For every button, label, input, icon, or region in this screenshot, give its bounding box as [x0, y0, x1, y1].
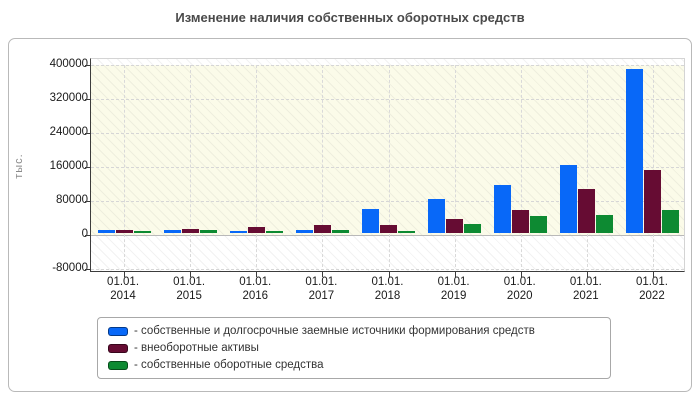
x-tick-label: 01.01. 2018 [371, 276, 404, 302]
y-axis-tick [85, 269, 91, 270]
gridline-vertical [586, 65, 588, 267]
bar-group-2014 [97, 230, 151, 233]
x-tick-label: 01.01. 2019 [437, 276, 470, 302]
x-axis-tick [190, 272, 192, 277]
gridline-vertical [190, 65, 192, 267]
bar-2018 [380, 225, 397, 233]
bar-2015 [163, 230, 181, 233]
gridline-vertical [256, 65, 258, 267]
x-axis-tick [520, 272, 522, 277]
bar-2019 [428, 199, 446, 233]
y-tick-label: -80000 [52, 262, 88, 274]
bar-2020 [530, 216, 548, 233]
legend: - собственные и долгосрочные заемные ист… [97, 317, 611, 379]
bar-group-2016 [229, 227, 283, 233]
x-axis-tick [322, 272, 324, 277]
bar-2017 [295, 230, 313, 233]
bar-2021 [596, 215, 614, 233]
x-tick-label: 01.01. 2016 [239, 276, 272, 302]
bar-group-2018 [362, 209, 415, 233]
x-axis-tick [124, 272, 126, 277]
x-tick-label: 01.01. 2014 [107, 276, 140, 302]
y-axis-tick [85, 65, 91, 66]
gridline-horizontal [91, 269, 684, 270]
zero-line [91, 235, 684, 236]
legend-swatch-green [108, 360, 128, 370]
gridline-horizontal [91, 167, 684, 168]
bar-group-2020 [494, 185, 548, 233]
gridline-horizontal [91, 99, 684, 100]
gridline-vertical [322, 65, 324, 267]
y-tick-label: 320000 [49, 92, 88, 104]
y-axis-tick [85, 99, 91, 100]
y-tick-label: 0 [81, 228, 88, 240]
bar-2018 [398, 231, 415, 233]
bar-2020 [512, 210, 530, 233]
x-tick-label: 01.01. 2022 [635, 276, 668, 302]
bar-2020 [494, 185, 512, 233]
gridline-vertical [454, 65, 456, 267]
legend-label: - внеоборотные активы [134, 342, 259, 354]
bar-2016 [265, 231, 283, 233]
y-tick-label: 240000 [49, 126, 88, 138]
plot-area [85, 58, 685, 277]
y-tick-label: 400000 [49, 58, 88, 70]
bar-group-2019 [428, 199, 482, 233]
bar-2021 [578, 189, 596, 233]
gridline-vertical [124, 65, 126, 267]
bar-2014 [97, 230, 115, 233]
x-axis-tick [652, 272, 654, 277]
legend-item: - собственные и долгосрочные заемные ист… [108, 325, 600, 337]
bar-2015 [181, 229, 199, 233]
bar-2022 [626, 69, 644, 233]
y-tick-label: 80000 [56, 194, 88, 206]
y-axis-tick [85, 133, 91, 134]
bar-2017 [313, 225, 331, 233]
legend-swatch-blue [108, 326, 128, 336]
legend-item: - собственные оборотные средства [108, 359, 600, 371]
y-axis-tick [85, 167, 91, 168]
bar-2016 [247, 227, 265, 233]
y-tick-label: 160000 [49, 160, 88, 172]
legend-label: - собственные оборотные средства [134, 359, 324, 371]
gridline-vertical [388, 65, 390, 267]
gridline-horizontal [91, 133, 684, 134]
legend-label: - собственные и долгосрочные заемные ист… [134, 325, 535, 337]
bar-2017 [331, 230, 349, 233]
bar-2022 [662, 210, 680, 233]
legend-item: - внеоборотные активы [108, 342, 600, 354]
chart-title: Изменение наличия собственных оборотных … [175, 10, 525, 25]
gridline-vertical [652, 65, 654, 267]
bar-2018 [362, 209, 379, 233]
x-tick-label: 01.01. 2017 [305, 276, 338, 302]
bar-group-2021 [560, 165, 614, 233]
gridline-horizontal [91, 65, 684, 66]
bar-2021 [560, 165, 578, 233]
gridline-vertical [520, 65, 522, 267]
bar-group-2015 [163, 229, 217, 233]
x-axis-tick [256, 272, 258, 277]
x-axis-tick [586, 272, 588, 277]
bar-group-2017 [295, 225, 349, 233]
bar-2014 [133, 231, 151, 233]
y-axis-tick [85, 235, 91, 236]
x-tick-label: 01.01. 2020 [503, 276, 536, 302]
x-axis-tick [454, 272, 456, 277]
bar-2014 [115, 230, 133, 233]
bar-2015 [199, 230, 217, 233]
bar-group-2022 [626, 69, 680, 233]
y-axis-tick [85, 201, 91, 202]
bar-2016 [229, 231, 247, 233]
x-axis-tick [388, 272, 390, 277]
gridline-horizontal [91, 201, 684, 202]
bar-2019 [464, 224, 482, 233]
bar-2019 [446, 219, 464, 233]
legend-swatch-maroon [108, 343, 128, 353]
x-tick-label: 01.01. 2015 [173, 276, 206, 302]
x-tick-label: 01.01. 2021 [569, 276, 602, 302]
bar-2022 [644, 170, 662, 233]
